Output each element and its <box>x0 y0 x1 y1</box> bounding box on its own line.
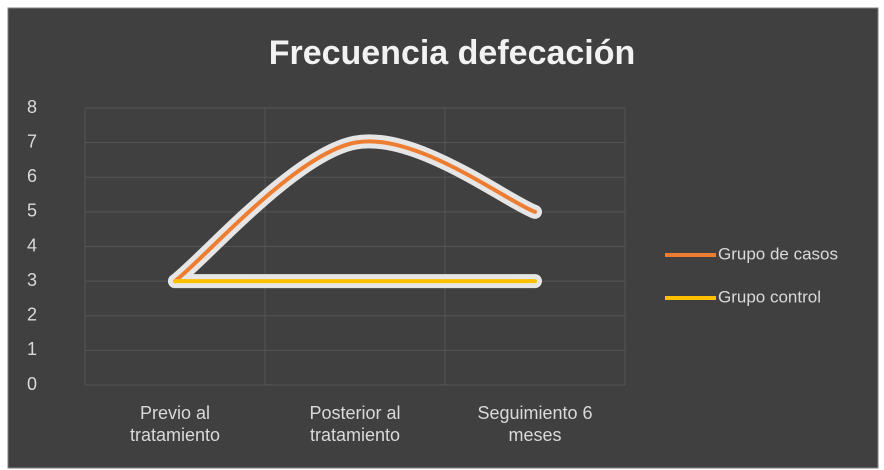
legend-label: Grupo control <box>718 287 821 306</box>
y-tick-label: 0 <box>27 374 37 394</box>
chart-background <box>7 7 879 469</box>
legend-label: Grupo de casos <box>718 244 838 263</box>
y-tick-label: 5 <box>27 201 37 221</box>
y-tick-label: 7 <box>27 131 37 151</box>
chart-title: Frecuencia defecación <box>269 34 636 72</box>
y-tick-label: 2 <box>27 305 37 325</box>
x-tick-label: Previo al tratamiento <box>129 403 221 445</box>
y-tick-label: 3 <box>27 270 37 290</box>
y-tick-label: 1 <box>27 339 37 359</box>
series-line <box>173 139 537 284</box>
y-tick-label: 8 <box>27 97 37 117</box>
x-tick-label: Posterior al tratamiento <box>309 403 401 445</box>
y-tick-label: 6 <box>27 166 37 186</box>
x-tick-label: Seguimiento 6 meses <box>477 403 593 445</box>
y-tick-label: 4 <box>27 235 37 255</box>
